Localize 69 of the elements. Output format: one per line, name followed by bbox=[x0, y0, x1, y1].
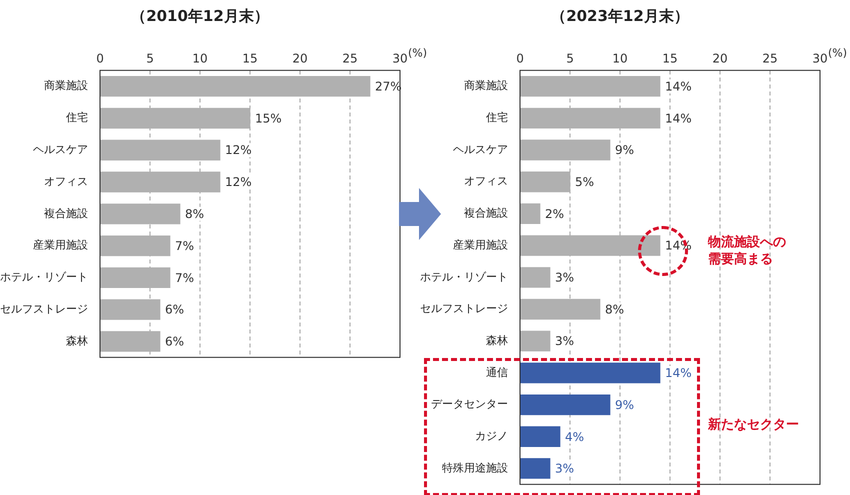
y-tick-label: ホテル・リゾート bbox=[420, 270, 508, 284]
bar bbox=[520, 426, 560, 447]
chart-title: （2010年12月末） bbox=[131, 6, 269, 25]
data-label: 6% bbox=[165, 302, 184, 317]
data-label: 9% bbox=[615, 143, 634, 158]
data-label: 8% bbox=[185, 207, 204, 222]
bar bbox=[520, 330, 550, 352]
x-tick-label: 15 bbox=[242, 51, 258, 66]
data-label: 14% bbox=[665, 366, 692, 380]
data-label: 12% bbox=[225, 143, 252, 158]
x-tick-label: 10 bbox=[192, 51, 208, 66]
y-tick-label: ホテル・リゾート bbox=[0, 270, 88, 284]
x-tick-label: 10 bbox=[612, 51, 628, 66]
annotation: 物流施設への需要高まる bbox=[707, 234, 786, 267]
y-tick-label: 商業施設 bbox=[44, 79, 88, 92]
annotation: 新たなセクター bbox=[707, 416, 799, 432]
x-axis-title: (%) bbox=[408, 46, 428, 60]
bar bbox=[520, 458, 550, 479]
data-label: 14% bbox=[665, 111, 692, 126]
x-tick-label: 5 bbox=[146, 51, 154, 66]
y-tick-label: 商業施設 bbox=[464, 79, 508, 92]
y-tick-label: ヘルスケア bbox=[453, 142, 508, 156]
y-tick-label: カジノ bbox=[475, 429, 508, 442]
x-tick-label: 0 bbox=[96, 51, 104, 66]
y-tick-label: 産業用施設 bbox=[33, 238, 88, 252]
y-tick-label: 産業用施設 bbox=[453, 238, 508, 252]
data-label: 3% bbox=[555, 270, 574, 285]
x-tick-label: 5 bbox=[566, 51, 574, 66]
y-tick-label: オフィス bbox=[44, 174, 88, 188]
y-tick-label: 複合施設 bbox=[464, 206, 508, 220]
data-label: 3% bbox=[555, 462, 574, 476]
y-tick-label: 森林 bbox=[66, 334, 88, 348]
x-tick-label: 30 bbox=[392, 51, 408, 66]
x-tick-label: 20 bbox=[712, 51, 728, 66]
x-tick-label: 25 bbox=[342, 51, 358, 66]
data-label: 5% bbox=[575, 174, 594, 189]
y-tick-label: 通信 bbox=[486, 366, 508, 379]
y-tick-label: セルフストレージ bbox=[0, 302, 88, 316]
data-label: 12% bbox=[225, 175, 252, 190]
x-tick-label: 20 bbox=[292, 51, 308, 66]
y-tick-label: オフィス bbox=[464, 174, 508, 188]
data-label: 9% bbox=[615, 398, 634, 412]
data-label: 4% bbox=[565, 430, 584, 444]
y-tick-label: 住宅 bbox=[66, 111, 88, 124]
y-tick-label: セルフストレージ bbox=[420, 302, 508, 316]
y-tick-label: 住宅 bbox=[486, 111, 508, 124]
bar bbox=[520, 394, 610, 416]
data-label: 6% bbox=[165, 334, 184, 349]
data-label: 2% bbox=[545, 206, 564, 221]
x-tick-label: 30 bbox=[812, 51, 828, 66]
x-tick-label: 0 bbox=[516, 51, 524, 66]
bar bbox=[520, 203, 540, 224]
x-tick-label: 25 bbox=[762, 51, 778, 66]
data-label: 14% bbox=[665, 79, 692, 94]
y-tick-label: データセンター bbox=[431, 398, 508, 411]
y-tick-label: ヘルスケア bbox=[33, 142, 88, 156]
data-label: 15% bbox=[255, 111, 282, 126]
chart-title: （2023年12月末） bbox=[551, 6, 689, 25]
y-tick-label: 特殊用途施設 bbox=[442, 461, 508, 474]
x-axis-title: (%) bbox=[828, 46, 848, 60]
data-label: 7% bbox=[175, 238, 194, 253]
bar bbox=[520, 362, 660, 384]
data-label: 8% bbox=[605, 302, 624, 316]
data-label: 3% bbox=[555, 334, 574, 348]
y-tick-label: 森林 bbox=[486, 334, 508, 347]
data-label: 7% bbox=[175, 270, 194, 285]
bar bbox=[520, 267, 550, 288]
y-tick-label: 複合施設 bbox=[44, 206, 88, 220]
x-tick-label: 15 bbox=[662, 51, 678, 66]
